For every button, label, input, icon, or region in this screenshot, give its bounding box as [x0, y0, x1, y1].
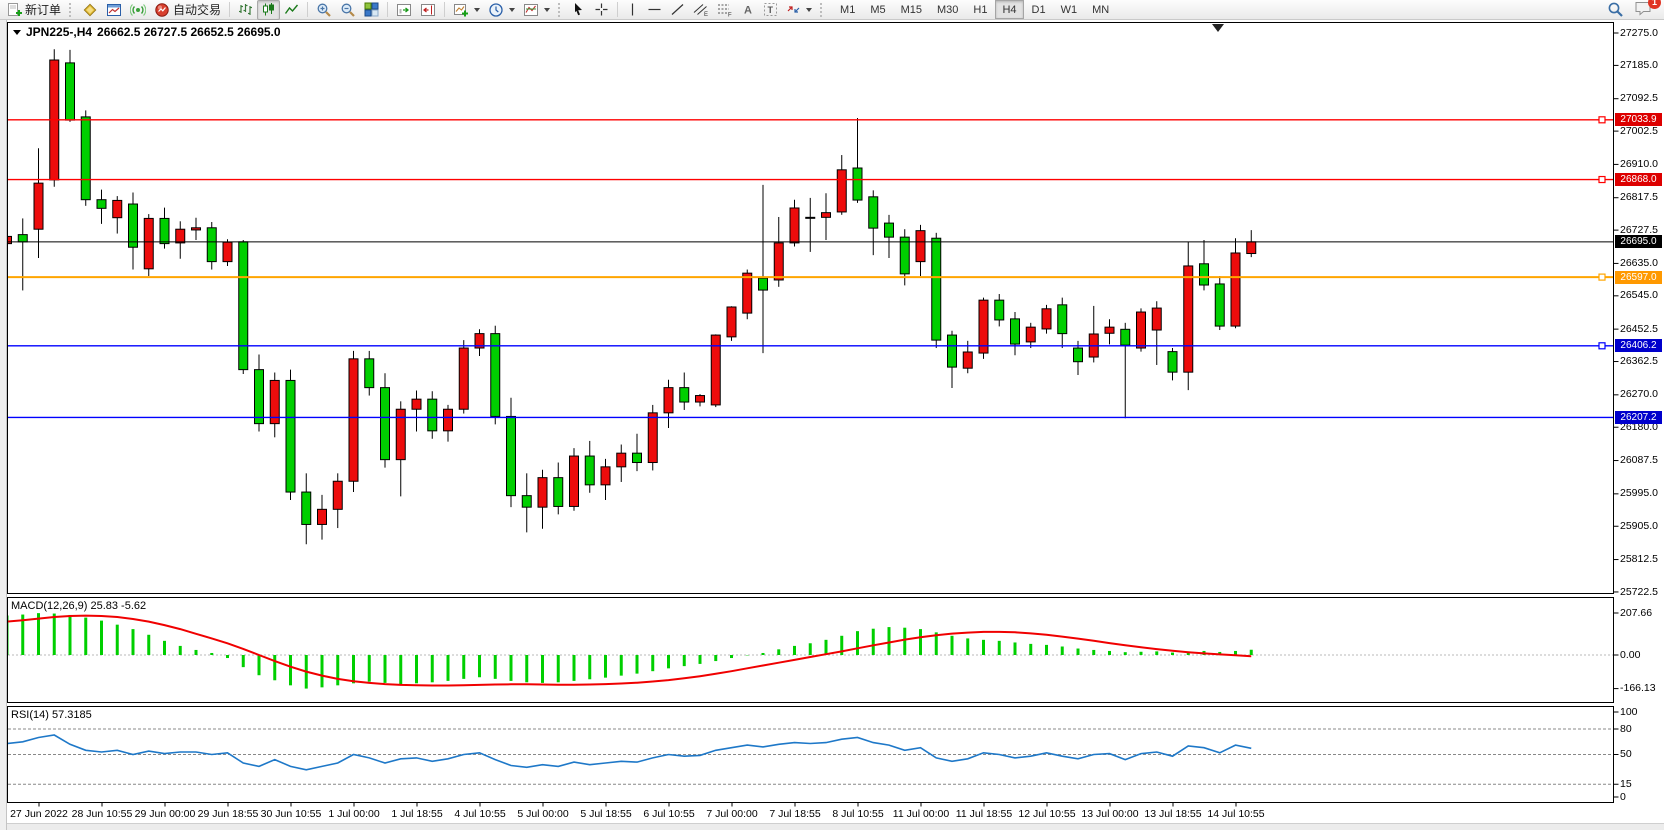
signals-button[interactable]	[126, 0, 150, 20]
vertical-line-tool-button[interactable]	[622, 0, 643, 20]
toolbar-separator	[444, 2, 446, 17]
dropdown-caret-icon	[544, 7, 551, 12]
text-label-tool-button[interactable]: T	[759, 0, 782, 20]
new-order-icon	[8, 3, 22, 16]
toolbar-grip	[820, 2, 825, 17]
zoom-out-icon	[341, 3, 355, 17]
dropdown-caret-icon	[806, 7, 813, 12]
zoom-out-button[interactable]	[336, 0, 360, 20]
indicators-button[interactable]	[449, 0, 484, 20]
ohlc-bars-icon	[239, 4, 253, 15]
arrows-tool-button[interactable]	[782, 0, 816, 20]
notification-badge: 1	[1648, 0, 1661, 9]
svg-text:E: E	[704, 12, 708, 17]
line-chart-mode-button[interactable]	[280, 0, 303, 20]
auto-trading-button[interactable]: 自动交易	[150, 0, 225, 20]
clock-icon	[489, 2, 503, 17]
periods-button[interactable]	[484, 0, 519, 20]
dropdown-caret-icon	[474, 7, 481, 12]
new-order-label: 新订单	[25, 3, 62, 17]
toolbar-separator	[387, 2, 389, 17]
candlestick-icon	[263, 3, 275, 16]
chart-window-icon	[107, 3, 122, 16]
trendline-icon	[671, 4, 684, 15]
toolbar: 新订单	[0, 0, 1664, 20]
tf-button-M5[interactable]: M5	[870, 3, 886, 16]
line-chart-icon	[284, 4, 299, 14]
text-icon: A	[744, 5, 752, 17]
svg-text:F: F	[728, 13, 732, 18]
toolbar-separator	[307, 2, 309, 17]
signal-waves-icon	[130, 3, 147, 16]
auto-trading-icon	[155, 2, 169, 17]
text-tool-button[interactable]: A	[737, 0, 759, 20]
label-icon: T	[764, 3, 778, 16]
template-icon	[524, 3, 539, 16]
toolbar-grip	[558, 2, 563, 17]
trendline-tool-button[interactable]	[666, 0, 689, 20]
fibonacci-icon: F	[718, 4, 732, 18]
templates-button[interactable]	[519, 0, 554, 20]
toolbar-separator	[617, 2, 619, 17]
svg-text:A: A	[744, 5, 752, 17]
cursor-icon	[575, 3, 583, 16]
tf-button-H4[interactable]: H4	[995, 0, 1024, 19]
footer-strip	[7, 823, 1664, 830]
tf-button-MN[interactable]: MN	[1092, 3, 1110, 16]
horizontal-line-tool-button[interactable]	[643, 0, 666, 20]
symbol-dropdown-icon[interactable]	[13, 29, 21, 35]
toolbar-grip	[69, 2, 74, 17]
crosshair-tool-button[interactable]	[590, 0, 613, 20]
zoom-in-button[interactable]	[312, 0, 336, 20]
tf-button-D1[interactable]: D1	[1031, 3, 1046, 16]
tf-button-W1[interactable]: W1	[1060, 3, 1078, 16]
fibonacci-tool-button[interactable]: F	[713, 0, 737, 20]
new-chart-button[interactable]	[102, 0, 126, 20]
chart-shift-button[interactable]	[416, 0, 440, 20]
notifications-button[interactable]: 1	[1634, 0, 1661, 20]
auto-scroll-button[interactable]	[392, 0, 416, 20]
dropdown-caret-icon	[509, 7, 516, 12]
cursor-tool-button[interactable]	[567, 0, 590, 20]
tf-button-M15[interactable]: M15	[900, 3, 922, 16]
equidistant-channel-icon: E	[693, 4, 708, 17]
auto-scroll-icon	[397, 3, 412, 16]
bar-chart-mode-button[interactable]	[234, 0, 257, 20]
chart-shift-icon	[421, 3, 436, 16]
market-watch-button[interactable]	[78, 0, 102, 20]
tf-button-M30[interactable]: M30	[937, 3, 959, 16]
search-icon[interactable]	[1607, 1, 1624, 18]
chart-left-strip	[0, 20, 7, 830]
vertical-line-icon	[631, 3, 634, 16]
crosshair-icon	[595, 3, 608, 16]
diamond-icon	[83, 3, 97, 16]
channel-tool-button[interactable]: E	[689, 0, 713, 20]
timeframe-group: M1 M5 M15 M30 H1 H4 D1 W1 MN	[833, 0, 1116, 19]
tf-button-M1[interactable]: M1	[840, 3, 856, 16]
svg-text:T: T	[768, 5, 774, 15]
horizontal-line-icon	[648, 8, 661, 11]
auto-trading-label: 自动交易	[173, 3, 222, 17]
tile-windows-icon	[364, 2, 379, 17]
tile-windows-button[interactable]	[360, 0, 383, 20]
zoom-in-icon	[317, 3, 331, 17]
indicators-icon	[454, 3, 469, 16]
tf-button-H1[interactable]: H1	[973, 3, 988, 16]
new-order-button[interactable]: 新订单	[3, 0, 65, 20]
candlestick-mode-button[interactable]	[257, 0, 281, 20]
arrow-objects-icon	[787, 6, 800, 13]
toolbar-separator	[229, 2, 231, 17]
